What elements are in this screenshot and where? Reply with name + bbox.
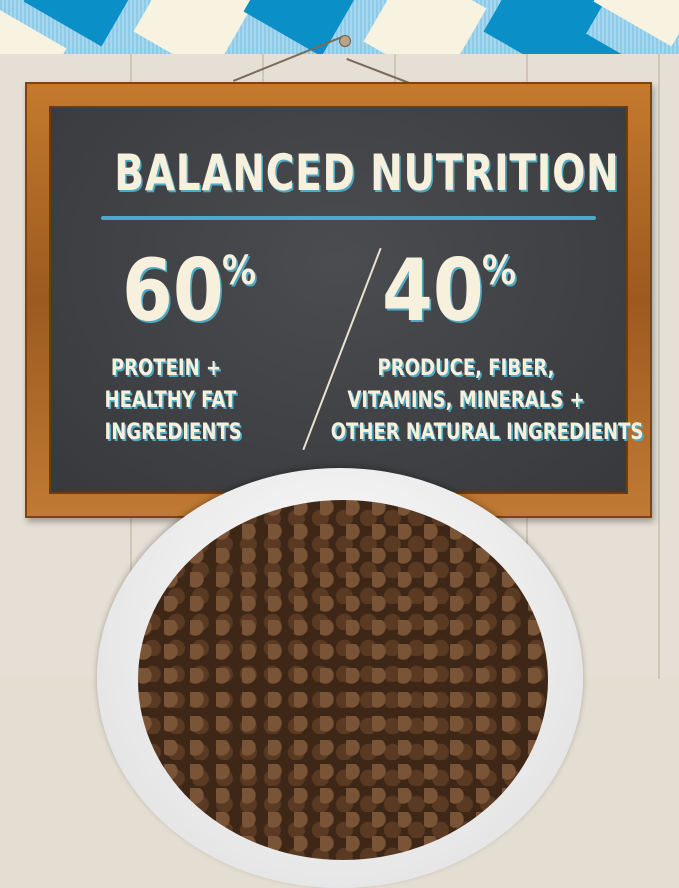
chalkboard: BALANCED NUTRITION 60 % PROTEIN + HEALTH… — [49, 106, 644, 494]
right-percent-value: 40 — [381, 241, 484, 341]
left-percent-value: 60 — [121, 241, 224, 341]
text-line: PRODUCE, FIBER, — [377, 356, 555, 381]
tablecloth-background — [0, 0, 679, 54]
left-percent-sign: % — [222, 248, 257, 294]
text-line: OTHER NATURAL INGREDIENTS — [330, 420, 644, 445]
headline: BALANCED NUTRITION — [114, 144, 620, 202]
text-line: PROTEIN + — [110, 356, 222, 381]
chalk-underline — [101, 216, 596, 220]
nail-icon — [339, 35, 351, 47]
right-description: PRODUCE, FIBER, VITAMINS, MINERALS + OTH… — [330, 353, 644, 449]
chalkboard-frame: BALANCED NUTRITION 60 % PROTEIN + HEALTH… — [25, 82, 652, 518]
text-line: INGREDIENTS — [104, 420, 242, 445]
kibble — [138, 500, 548, 860]
left-description: PROTEIN + HEALTHY FAT INGREDIENTS — [104, 353, 242, 449]
right-percent-sign: % — [482, 248, 517, 294]
text-line: VITAMINS, MINERALS + — [347, 388, 585, 413]
text-line: HEALTHY FAT — [104, 388, 237, 413]
